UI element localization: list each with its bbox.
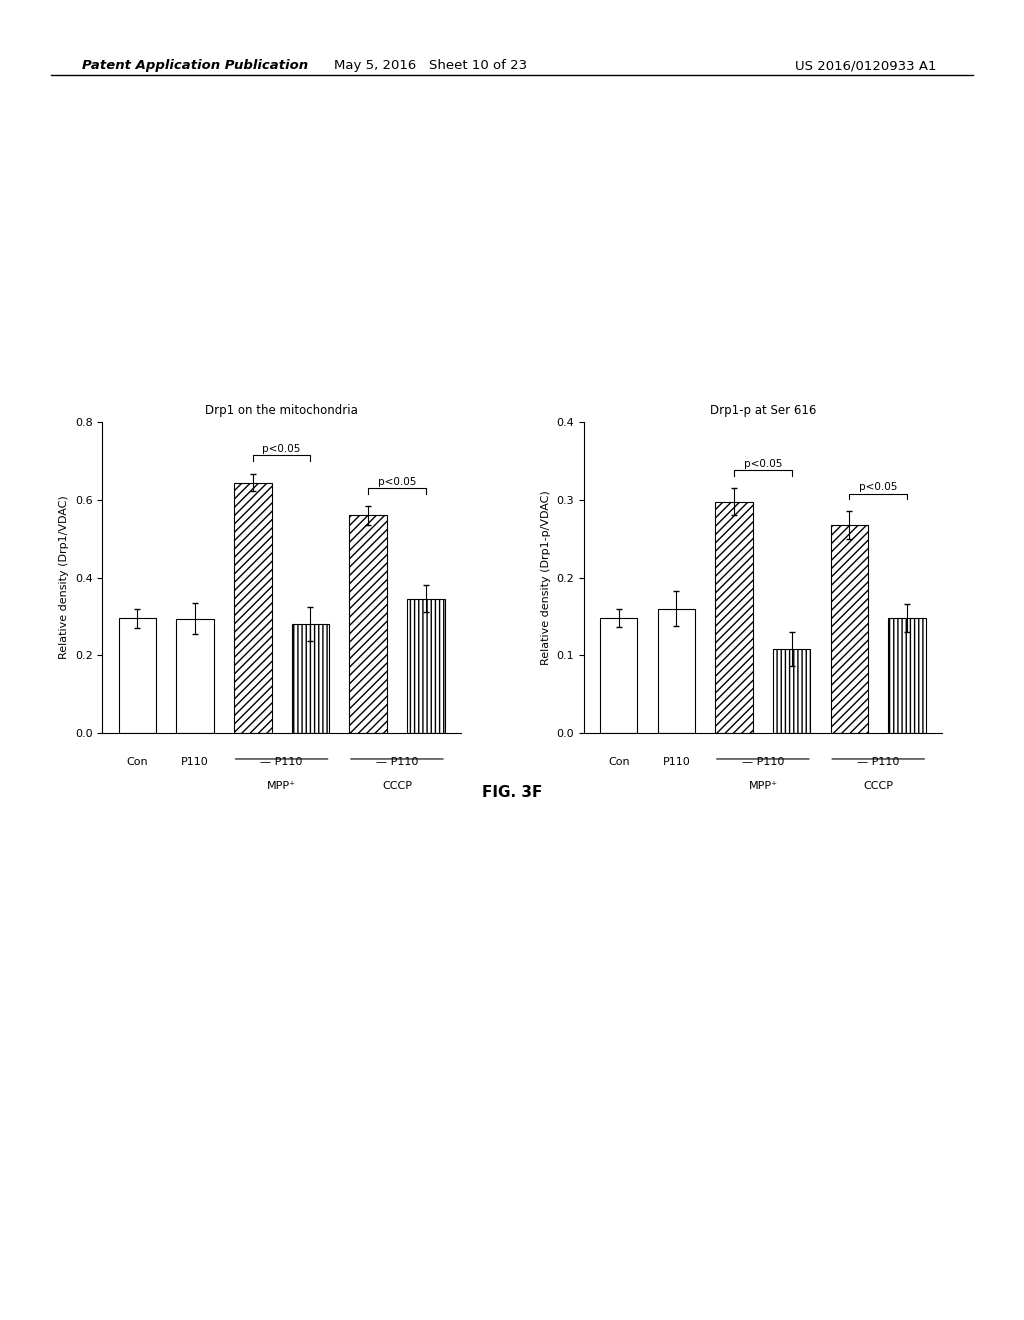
- Text: MPP⁺: MPP⁺: [267, 780, 296, 791]
- Y-axis label: Relative density (Drp1-p/VDAC): Relative density (Drp1-p/VDAC): [541, 490, 551, 665]
- Text: MPP⁺: MPP⁺: [749, 780, 777, 791]
- Bar: [292, 624, 329, 733]
- Text: p<0.05: p<0.05: [859, 482, 897, 492]
- Bar: [119, 618, 157, 733]
- Text: CCCP: CCCP: [863, 780, 893, 791]
- Text: — P110: — P110: [741, 758, 784, 767]
- Bar: [176, 619, 214, 733]
- Title: Drp1-p at Ser 616: Drp1-p at Ser 616: [710, 404, 816, 417]
- Bar: [349, 516, 387, 733]
- Y-axis label: Relative density (Drp1/VDAC): Relative density (Drp1/VDAC): [59, 495, 70, 660]
- Text: Con: Con: [608, 758, 630, 767]
- Text: May 5, 2016   Sheet 10 of 23: May 5, 2016 Sheet 10 of 23: [334, 59, 526, 73]
- Title: Drp1 on the mitochondria: Drp1 on the mitochondria: [205, 404, 358, 417]
- Bar: [407, 599, 444, 733]
- Text: — P110: — P110: [857, 758, 899, 767]
- Text: CCCP: CCCP: [382, 780, 412, 791]
- Text: — P110: — P110: [376, 758, 418, 767]
- Bar: [600, 618, 638, 733]
- Bar: [657, 609, 695, 733]
- Bar: [830, 525, 868, 733]
- Bar: [716, 502, 753, 733]
- Text: FIG. 3F: FIG. 3F: [482, 785, 542, 800]
- Text: Patent Application Publication: Patent Application Publication: [82, 59, 308, 73]
- Bar: [888, 618, 926, 733]
- Text: P110: P110: [663, 758, 690, 767]
- Text: p<0.05: p<0.05: [743, 459, 782, 469]
- Text: Con: Con: [127, 758, 148, 767]
- Text: p<0.05: p<0.05: [378, 477, 416, 487]
- Text: US 2016/0120933 A1: US 2016/0120933 A1: [796, 59, 937, 73]
- Bar: [773, 649, 810, 733]
- Text: P110: P110: [181, 758, 209, 767]
- Text: p<0.05: p<0.05: [262, 444, 301, 454]
- Text: — P110: — P110: [260, 758, 303, 767]
- Bar: [234, 483, 271, 733]
